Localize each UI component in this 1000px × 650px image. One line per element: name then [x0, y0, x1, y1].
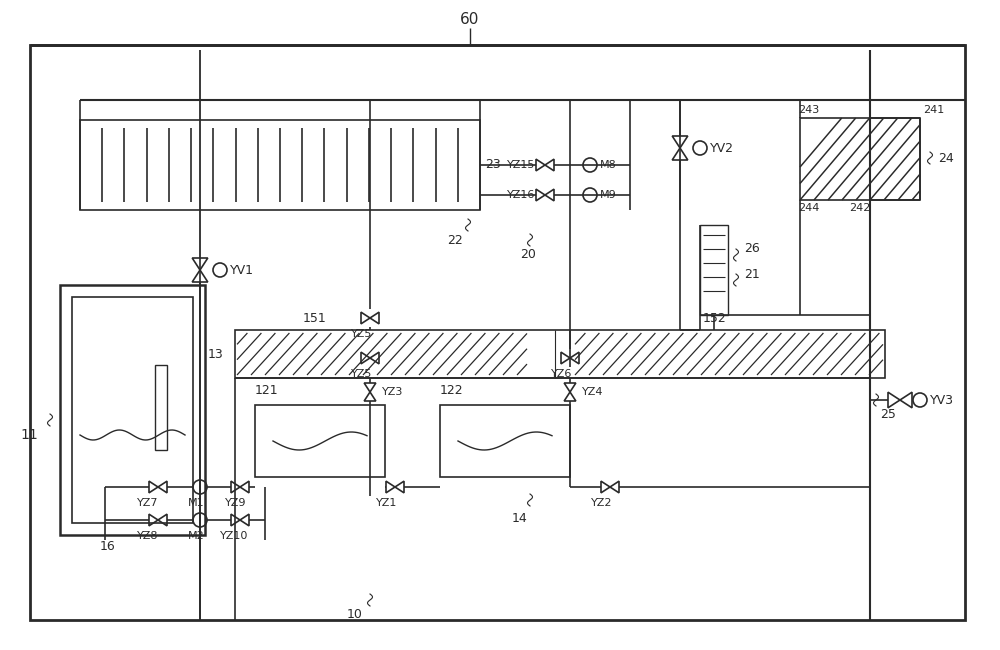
Text: 20: 20 — [520, 248, 536, 261]
Text: M9: M9 — [600, 190, 617, 200]
Bar — [235, 330, 885, 378]
Text: YZ7: YZ7 — [137, 498, 159, 508]
Text: 14: 14 — [512, 512, 528, 525]
Text: YZ1: YZ1 — [376, 498, 398, 508]
Text: YZ5: YZ5 — [351, 369, 373, 379]
Text: 24: 24 — [938, 151, 954, 164]
Text: YV3: YV3 — [930, 393, 954, 406]
Text: M2: M2 — [188, 531, 204, 541]
Bar — [255, 405, 385, 477]
Text: 23: 23 — [485, 159, 501, 172]
Text: 21: 21 — [744, 268, 760, 281]
Bar — [60, 285, 205, 535]
Text: YZ8: YZ8 — [137, 531, 159, 541]
Bar — [30, 45, 965, 620]
Text: 60: 60 — [460, 12, 480, 27]
Text: YZ2: YZ2 — [591, 498, 613, 508]
Text: YZ9: YZ9 — [225, 498, 247, 508]
Text: 244: 244 — [798, 203, 819, 213]
Bar — [80, 120, 480, 210]
Text: 26: 26 — [744, 242, 760, 255]
Text: 122: 122 — [440, 385, 464, 398]
Text: YZ5: YZ5 — [351, 329, 373, 339]
Text: 121: 121 — [255, 385, 279, 398]
Text: 243: 243 — [798, 105, 819, 115]
Bar — [155, 365, 167, 450]
Text: 151: 151 — [303, 311, 327, 324]
Text: M1: M1 — [188, 498, 204, 508]
Text: YZ6: YZ6 — [551, 369, 573, 379]
Text: M8: M8 — [600, 160, 617, 170]
Text: YZ3: YZ3 — [382, 387, 403, 397]
Text: YV1: YV1 — [230, 263, 254, 276]
Text: 152: 152 — [703, 311, 727, 324]
Bar — [72, 297, 193, 523]
Text: YZ16: YZ16 — [507, 190, 535, 200]
Text: 241: 241 — [923, 105, 944, 115]
Text: 11: 11 — [20, 428, 38, 442]
Text: 16: 16 — [100, 541, 116, 554]
Text: YZ10: YZ10 — [220, 531, 248, 541]
Bar — [800, 118, 920, 200]
Text: 13: 13 — [207, 348, 223, 361]
Bar — [440, 405, 570, 477]
Text: 242: 242 — [849, 203, 871, 213]
Text: 25: 25 — [880, 408, 896, 421]
Text: YZ15: YZ15 — [507, 160, 535, 170]
Bar — [700, 225, 728, 315]
Text: YV2: YV2 — [710, 142, 734, 155]
Text: 10: 10 — [347, 608, 363, 621]
Text: 22: 22 — [447, 233, 463, 246]
Text: YZ4: YZ4 — [582, 387, 604, 397]
